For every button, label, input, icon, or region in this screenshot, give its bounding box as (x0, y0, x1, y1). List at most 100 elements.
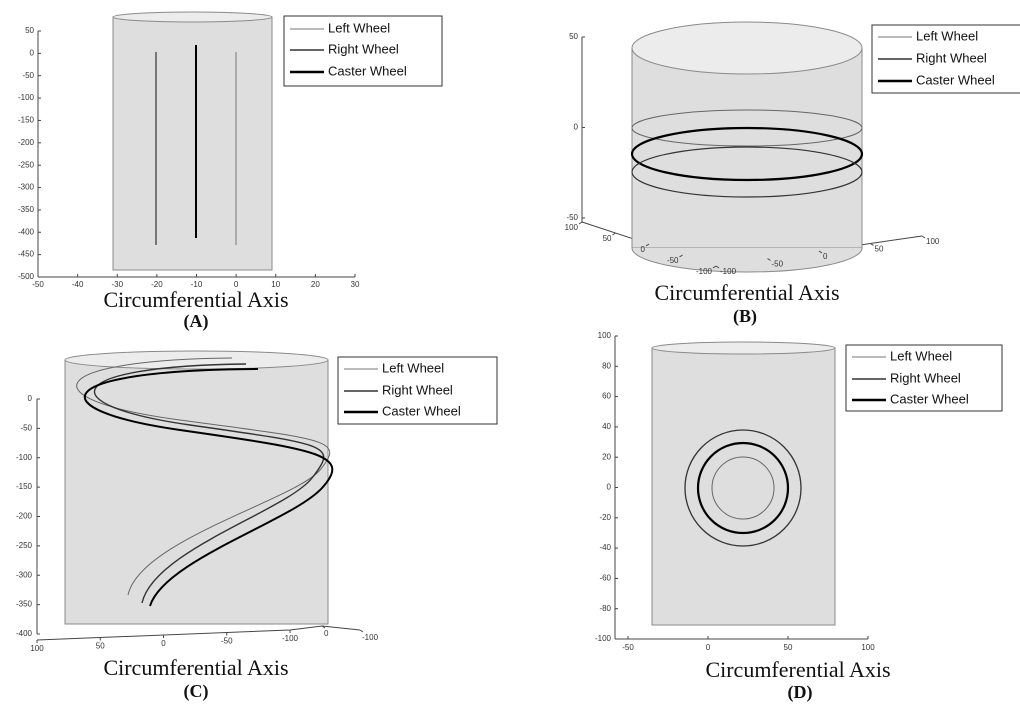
cylinder (652, 348, 835, 625)
legend-entry: Caster Wheel (382, 403, 461, 418)
cylinder-top (632, 22, 862, 74)
tick-label: 0 (28, 394, 33, 403)
tick-label: 50 (784, 643, 793, 652)
tick-label: 0 (706, 643, 711, 652)
tick-label: 50 (603, 234, 612, 243)
tick-label: 10 (271, 280, 280, 289)
tick-label: -20 (599, 513, 611, 522)
tick-label: 20 (311, 280, 320, 289)
tick-label: -40 (72, 280, 84, 289)
tick-label: 100 (926, 237, 940, 246)
tick-label: 0 (641, 245, 646, 254)
panel-b: Left Wheel Right Wheel Caster Wheel Circ… (582, 22, 1020, 327)
tick-label: 100 (30, 644, 44, 653)
legend-entry: Right Wheel (382, 382, 453, 397)
tick-label: -300 (16, 570, 33, 579)
panel-a: Left Wheel Right Wheel Caster Wheel Circ… (38, 12, 442, 332)
tick-label: 20 (602, 452, 611, 461)
tick-label: -100 (282, 634, 299, 643)
tick-label: -300 (18, 183, 35, 192)
legend-entry: Right Wheel (328, 41, 399, 56)
x-axis-label: Circumferential Axis (103, 287, 288, 312)
tick-label: -20 (151, 280, 163, 289)
tick-label: -100 (720, 267, 737, 276)
panel-label: (D) (788, 682, 813, 703)
tick-mark (579, 222, 582, 224)
legend-entry: Right Wheel (916, 50, 987, 65)
tick-label: -30 (111, 280, 123, 289)
tick-label: 50 (875, 245, 884, 254)
legend-entry: Left Wheel (916, 28, 978, 43)
tick-label: -150 (18, 116, 35, 125)
tick-label: 80 (602, 361, 611, 370)
legend-entry: Caster Wheel (328, 63, 407, 78)
tick-label: 30 (351, 280, 360, 289)
tick-label: -100 (16, 453, 33, 462)
tick-label: -10 (191, 280, 203, 289)
tick-label: -100 (595, 634, 612, 643)
panel-d: Left Wheel Right Wheel Caster Wheel Circ… (615, 336, 1002, 703)
tick-label: -450 (18, 250, 35, 259)
tick-label: -50 (20, 423, 32, 432)
tick-label: -50 (622, 643, 634, 652)
tick-label: 0 (574, 123, 579, 132)
legend-entry: Caster Wheel (890, 391, 969, 406)
tick-label: -200 (16, 512, 33, 521)
x-axis-label: Circumferential Axis (654, 280, 839, 305)
x-axis-label: Circumferential Axis (103, 655, 288, 680)
tick-mark (922, 236, 925, 238)
legend-entry: Left Wheel (328, 20, 390, 35)
panel-label: (A) (184, 311, 209, 332)
tick-label: -350 (18, 205, 35, 214)
tick-label: 100 (565, 223, 579, 232)
figure: Left Wheel Right Wheel Caster Wheel Circ… (0, 0, 1020, 704)
tick-label: -250 (18, 160, 35, 169)
tick-label: -100 (18, 93, 35, 102)
tick-label: 60 (602, 392, 611, 401)
tick-label: 0 (823, 252, 828, 261)
base-axes (37, 626, 360, 640)
cylinder (113, 17, 272, 270)
tick-label: -60 (599, 574, 611, 583)
panel-c: Left Wheel Right Wheel Caster Wheel Circ… (37, 351, 497, 702)
cylinder-top (65, 351, 328, 369)
tick-label: -400 (16, 629, 33, 638)
tick-label: -200 (18, 138, 35, 147)
legend-entry: Right Wheel (890, 370, 961, 385)
tick-label: 0 (30, 48, 35, 57)
tick-label: 50 (96, 642, 105, 651)
tick-label: -40 (599, 543, 611, 552)
tick-label: -100 (696, 267, 713, 276)
tick-label: -250 (16, 541, 33, 550)
cylinder-top (652, 342, 835, 354)
cylinder (632, 48, 862, 248)
cylinder (65, 360, 328, 624)
legend-entry: Left Wheel (890, 348, 952, 363)
tick-label: -80 (599, 604, 611, 613)
tick-label: 40 (602, 422, 611, 431)
tick-mark (613, 233, 616, 235)
tick-mark (871, 244, 874, 246)
legend-entry: Caster Wheel (916, 72, 995, 87)
tick-label: -100 (362, 633, 379, 642)
tick-label: 0 (161, 639, 166, 648)
tick-label: -400 (18, 227, 35, 236)
tick-label: 50 (569, 32, 578, 41)
panel-label: (B) (733, 306, 757, 327)
tick-mark (360, 630, 363, 632)
tick-label: 0 (607, 483, 612, 492)
tick-label: 50 (25, 26, 34, 35)
tick-label: -50 (22, 71, 34, 80)
tick-label: -50 (32, 280, 44, 289)
tick-label: 0 (324, 629, 329, 638)
tick-label: -50 (667, 256, 679, 265)
tick-label: 100 (598, 331, 612, 340)
x-axis-label: Circumferential Axis (705, 657, 890, 682)
tick-label: -350 (16, 600, 33, 609)
tick-label: -150 (16, 482, 33, 491)
cylinder-top (113, 12, 272, 22)
legend-entry: Left Wheel (382, 360, 444, 375)
tick-label: 100 (861, 643, 875, 652)
tick-label: 0 (234, 280, 239, 289)
tick-label: -50 (221, 637, 233, 646)
